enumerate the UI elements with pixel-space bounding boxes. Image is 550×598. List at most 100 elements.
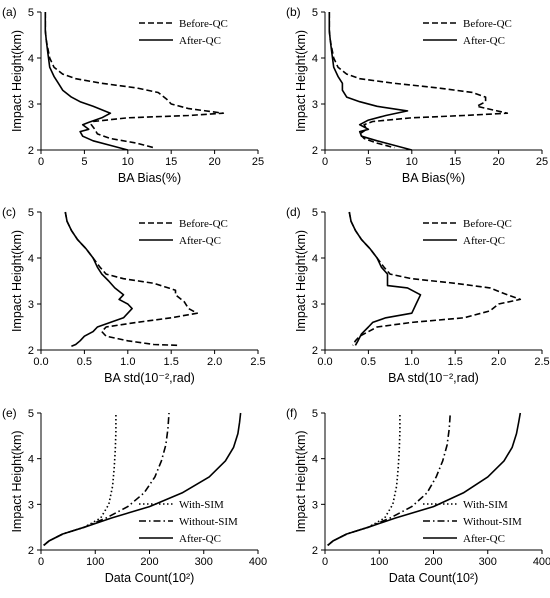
series-with-sim [327,413,401,547]
y-axis-label: Impact Height(km) [10,230,24,332]
panel-a: 0 5 10 15 20 25 2 3 4 5 BA Bias(%) Impact Height(km… [2,5,264,185]
legend-label: After-QC [179,235,221,247]
panel-label: (d) [286,205,301,219]
panel-e: 0 100 200 300 400 2 3 4 5 Data Count(10²) Impact H… [2,406,267,585]
series-after-qc [348,211,422,346]
series-after-qc [43,412,242,547]
series-after-qc [44,12,129,151]
x-tick-label: 0 [322,556,328,568]
legend: Before-QC After-QC [423,18,512,47]
x-tick-label: 400 [533,556,550,568]
legend: Before-QC After-QC [139,218,228,247]
series-after-qc [328,12,413,151]
series-before-qc [328,12,509,149]
y-tick-label: 3 [28,299,34,311]
series-after-qc [327,412,522,547]
series-without-sim [43,412,170,547]
x-tick-label: 0 [38,156,44,168]
y-axis-label: Impact Height(km) [294,30,308,132]
x-tick-label: 0 [38,556,44,568]
x-axis-label: BA std(10⁻²,rad) [104,371,195,385]
legend-label: Without-SIM [463,516,522,528]
legend-label: With-SIM [179,499,224,511]
y-tick-label: 5 [312,207,318,219]
x-tick-label: 5 [365,156,371,168]
x-axis-label: BA std(10⁻²,rad) [388,371,479,385]
y-tick-label: 5 [312,7,318,19]
panel-f: 0 100 200 300 400 2 3 4 5 Data Count(10²) Impact H… [286,406,550,585]
y-tick-label: 5 [28,408,34,420]
y-tick-label: 4 [312,253,318,265]
x-tick-label: 25 [536,156,548,168]
y-axis-label: Impact Height(km) [10,30,24,132]
y-axis-label: Impact Height(km) [294,430,308,532]
x-tick-label: 100 [86,556,104,568]
x-tick-label: 200 [424,556,442,568]
x-axis-label: Data Count(10²) [389,571,479,585]
x-tick-label: 5 [81,156,87,168]
x-tick-label: 25 [252,156,264,168]
y-tick-label: 3 [312,299,318,311]
x-axis-label: Data Count(10²) [105,571,195,585]
legend: With-SIM Without-SIM After-QC [423,499,522,545]
x-tick-label: 1.5 [164,356,179,368]
panel-d: 0.0 0.5 1.0 1.5 2.0 2.5 2 3 4 5 BA std(10⁻²,rad) Im… [286,205,550,385]
legend-label: Before-QC [179,218,228,230]
y-tick-label: 5 [28,207,34,219]
x-tick-label: 15 [165,156,177,168]
x-tick-label: 10 [406,156,418,168]
series-before-qc [64,211,198,347]
y-tick-label: 2 [312,145,318,157]
legend-label: Without-SIM [179,516,238,528]
x-tick-label: 10 [122,156,134,168]
y-axis-label: Impact Height(km) [10,430,24,532]
panel-label: (f) [286,406,297,420]
y-axis-label: Impact Height(km) [294,230,308,332]
x-tick-label: 100 [370,556,388,568]
series-before-qc [348,211,522,346]
legend-label: Before-QC [463,218,512,230]
y-tick-label: 3 [312,99,318,111]
panel-label: (c) [2,205,16,219]
y-tick-label: 2 [28,345,34,357]
y-tick-label: 2 [28,545,34,557]
x-axis-label: BA Bias(%) [118,171,181,185]
y-tick-label: 2 [312,545,318,557]
legend-label: Before-QC [179,18,228,30]
x-tick-label: 0.5 [361,356,376,368]
x-tick-label: 300 [479,556,497,568]
x-tick-label: 1.0 [404,356,419,368]
legend-label: After-QC [463,235,505,247]
x-tick-label: 300 [195,556,213,568]
x-tick-label: 20 [492,156,504,168]
panel-label: (b) [286,5,301,19]
x-axis-label: BA Bias(%) [402,171,465,185]
x-tick-label: 400 [249,556,267,568]
y-tick-label: 2 [312,345,318,357]
legend: Before-QC After-QC [139,18,228,47]
legend: With-SIM Without-SIM After-QC [139,499,238,545]
x-tick-label: 2.0 [491,356,506,368]
y-tick-label: 3 [312,499,318,511]
y-tick-label: 4 [28,454,34,466]
x-tick-label: 0 [322,156,328,168]
panel-b: 0 5 10 15 20 25 2 3 4 5 BA Bias(%) Impact Height(km… [286,5,548,185]
legend-label: After-QC [463,35,505,47]
legend-label: Before-QC [463,18,512,30]
y-tick-label: 2 [28,145,34,157]
x-tick-label: 0.0 [317,356,332,368]
y-tick-label: 4 [28,253,34,265]
y-tick-label: 5 [312,408,318,420]
y-tick-label: 3 [28,99,34,111]
panel-label: (a) [2,5,17,19]
x-tick-label: 0.5 [77,356,92,368]
x-tick-label: 1.5 [448,356,463,368]
legend-label: With-SIM [463,499,508,511]
y-tick-label: 4 [28,53,34,65]
legend: Before-QC After-QC [423,218,512,247]
y-tick-label: 5 [28,7,34,19]
legend-label: After-QC [463,533,505,545]
series-without-sim [327,412,452,547]
y-tick-label: 4 [312,53,318,65]
